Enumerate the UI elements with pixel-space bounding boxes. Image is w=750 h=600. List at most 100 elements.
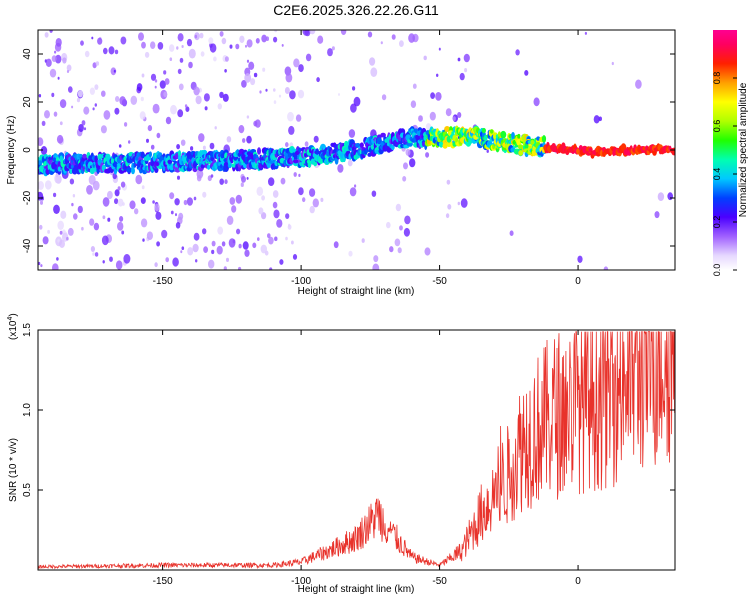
heatmap-speckle [327,48,333,57]
heatmap-speckle [100,125,107,134]
heatmap-speckle [241,80,247,88]
heatmap-speckle [91,36,94,40]
figure-title: C2E6.2025.326.22.26.G11 [273,2,439,18]
heatmap-speckle [373,255,379,263]
heatmap-speckle [81,120,86,126]
heatmap-ridge-cell [516,138,522,146]
heatmap-ridge-cell [518,150,524,156]
heatmap-speckle [242,241,249,250]
heatmap-speckle [165,257,169,263]
heatmap-ridge-cell [380,132,386,138]
heatmap-speckle [399,225,403,231]
heatmap-speckle [152,103,160,114]
heatmap-speckle [350,103,357,113]
heatmap-speckle [159,80,166,89]
heatmap-speckle [361,238,365,243]
colorbar-tick-label: 0.0 [712,264,722,277]
heatmap-ridge-cell [511,132,515,139]
heatmap-speckle [291,240,294,245]
heatmap-speckle [198,133,205,143]
heatmap-speckle [195,259,198,263]
heatmap-speckle [184,104,188,108]
heatmap-speckle [192,243,199,253]
heatmap-speckle [252,242,257,249]
heatmap-chart: -150 -100 -50 0 -40 -20 0 20 40 Height of straig… [6,29,676,297]
y-tick-label: 0 [22,147,33,153]
heatmap-speckle [66,64,72,72]
heatmap-speckle [216,245,223,255]
snr-chart: -150 -100 -50 0 0.5 1.0 1.5 Height of straight… [7,313,676,595]
heatmap-speckle [180,139,186,146]
heatmap-ylabel: Frequency (Hz) [6,116,17,185]
heatmap-speckle [44,180,52,190]
heatmap-speckle [399,40,404,47]
heatmap-speckle [163,91,168,98]
heatmap-speckle [273,100,277,104]
heatmap-speckle [221,241,226,247]
heatmap-speckle [204,106,208,111]
heatmap-speckle [202,145,206,150]
heatmap-speckle [354,184,357,188]
heatmap-speckle [76,97,81,103]
x-tick-label: -150 [153,276,173,287]
heatmap-speckle [459,72,465,81]
heatmap-speckle [298,187,304,196]
heatmap-speckle [154,79,158,83]
heatmap-speckle [278,94,282,98]
heatmap-speckle [445,213,450,219]
heatmap-speckle [80,40,84,46]
heatmap-speckle [120,36,127,45]
heatmap-speckle [156,241,161,247]
heatmap-speckle [509,230,514,236]
heatmap-speckle [60,210,67,219]
heatmap-ridge-cell [82,153,87,159]
heatmap-speckle [280,177,286,185]
heatmap-speckle [44,110,50,119]
heatmap-speckle [170,210,174,215]
heatmap-speckle [77,90,83,98]
heatmap-speckle [285,142,289,148]
heatmap-speckle [293,58,300,68]
heatmap-speckle [287,224,292,230]
heatmap-ridge-cell [206,164,211,170]
svg-text:(x104): (x104) [7,313,19,340]
heatmap-speckle [155,211,162,220]
heatmap-speckle [115,260,123,270]
heatmap-speckle [144,51,150,58]
heatmap-speckle [352,86,356,91]
heatmap-speckle [176,46,179,50]
heatmap-speckle [72,194,76,198]
heatmap-speckle [196,175,202,182]
heatmap-speckle [293,172,297,177]
heatmap-speckle [78,124,84,132]
heatmap-speckle [287,111,294,122]
heatmap-speckle [348,250,353,257]
heatmap-speckle [177,109,184,118]
heatmap-speckle [57,239,60,243]
heatmap-speckle [338,93,340,96]
heatmap-ridge-cell [588,147,593,153]
heatmap-speckle [119,96,126,106]
heatmap-ridge-cell [135,156,139,161]
heatmap-speckle [83,106,90,115]
heatmap-speckle [603,266,609,270]
heatmap-speckle [333,241,339,249]
heatmap-ridge-cell [257,147,261,155]
snr-ticks: -150 -100 -50 0 0.5 1.0 1.5 [22,323,675,587]
heatmap-speckle [90,246,95,252]
heatmap-speckle [486,149,489,153]
heatmap-speckle [305,53,312,62]
heatmap-ridge-cell [671,147,675,154]
heatmap-speckle [38,261,41,266]
heatmap-marks [38,30,675,270]
heatmap-speckle [161,229,168,239]
heatmap-speckle [349,187,357,197]
heatmap-speckle [142,238,145,242]
heatmap-speckle [57,76,60,80]
heatmap-speckle [102,260,105,264]
heatmap-ridge-cell [438,141,444,148]
heatmap-speckle [214,126,217,130]
heatmap-speckle [169,44,175,52]
heatmap-speckle [177,33,184,42]
